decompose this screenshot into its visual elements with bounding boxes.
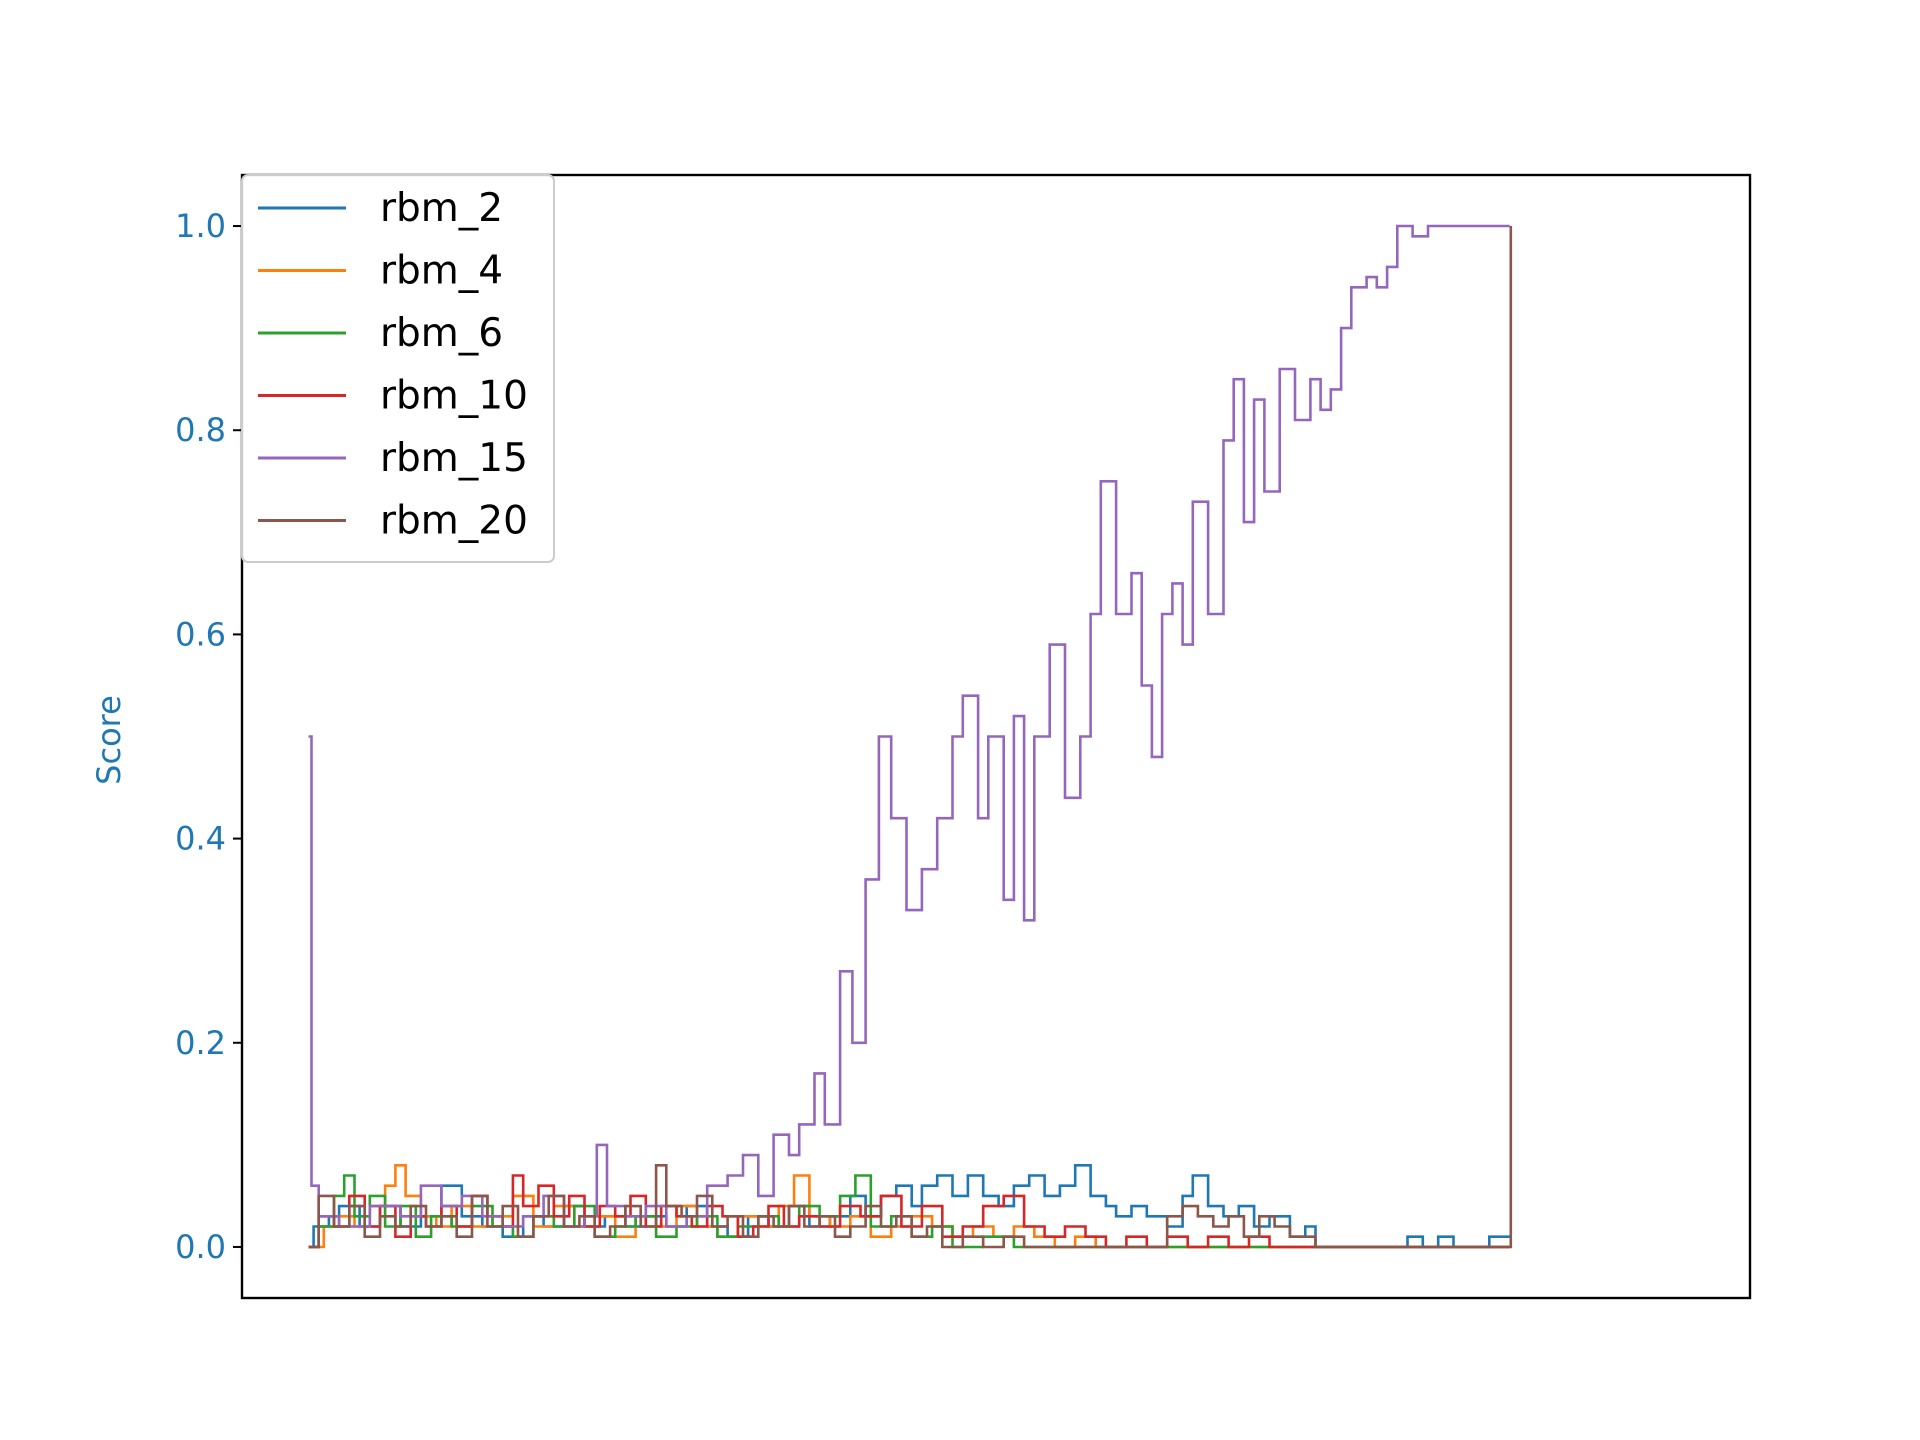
legend: rbm_2 rbm_4 rbm_6 rbm_10 rbm_15 rbm_20 bbox=[241, 174, 555, 563]
y-tick-label: 0.2 bbox=[175, 1024, 226, 1062]
legend-label-rbm_4: rbm_4 bbox=[380, 249, 503, 294]
legend-label-rbm_10: rbm_10 bbox=[380, 374, 528, 419]
series-line-rbm_2 bbox=[308, 1164, 1510, 1249]
y-axis: 0.0 0.2 0.4 0.6 0.8 1.0 bbox=[175, 207, 242, 1266]
y-axis-title: Score bbox=[90, 695, 128, 785]
series-layer bbox=[308, 224, 1513, 1249]
legend-label-rbm_20: rbm_20 bbox=[380, 499, 528, 544]
y-tick-label: 0.4 bbox=[175, 820, 226, 858]
y-tick-label: 0.0 bbox=[175, 1228, 226, 1266]
y-tick-label: 0.8 bbox=[175, 411, 226, 449]
legend-label-rbm_2: rbm_2 bbox=[380, 186, 503, 231]
series-line-rbm_20 bbox=[308, 226, 1513, 1249]
legend-label-rbm_6: rbm_6 bbox=[380, 311, 503, 356]
y-tick-label: 0.6 bbox=[175, 615, 226, 653]
legend-label-rbm_15: rbm_15 bbox=[380, 436, 528, 481]
y-tick-label: 1.0 bbox=[175, 207, 226, 245]
plot-frame bbox=[240, 173, 1752, 1300]
